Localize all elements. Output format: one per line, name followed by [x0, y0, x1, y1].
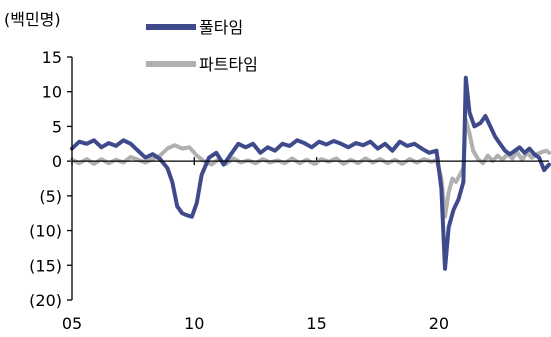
- x-axis-ticks: 05 10 15 20: [62, 157, 449, 333]
- y-tick-label: (20): [29, 291, 62, 310]
- x-tick-label: 15: [306, 314, 326, 333]
- y-tick-label: (5): [39, 187, 62, 206]
- series-line-part-time: [70, 117, 551, 219]
- legend: 풀타임 파트타임: [146, 18, 258, 74]
- y-tick-label: 15: [42, 48, 62, 67]
- x-tick-label: 05: [62, 314, 82, 333]
- x-tick-label: 20: [429, 314, 449, 333]
- y-axis-ticks: 15 10 5 0 (5) (10) (15) (20): [29, 48, 72, 310]
- y-tick-label: (15): [29, 256, 62, 275]
- y-tick-label: 10: [42, 83, 62, 102]
- legend-label-part-time: 파트타임: [199, 55, 258, 74]
- y-unit-label: (백민명): [4, 10, 61, 29]
- x-tick-label: 10: [184, 314, 204, 333]
- series-layer: [70, 75, 551, 271]
- series-line-full-time: [70, 75, 551, 271]
- y-tick-label: 0: [52, 152, 62, 171]
- y-tick-label: (10): [29, 222, 62, 241]
- y-tick-label: 5: [52, 117, 62, 136]
- legend-label-full-time: 풀타임: [199, 18, 243, 37]
